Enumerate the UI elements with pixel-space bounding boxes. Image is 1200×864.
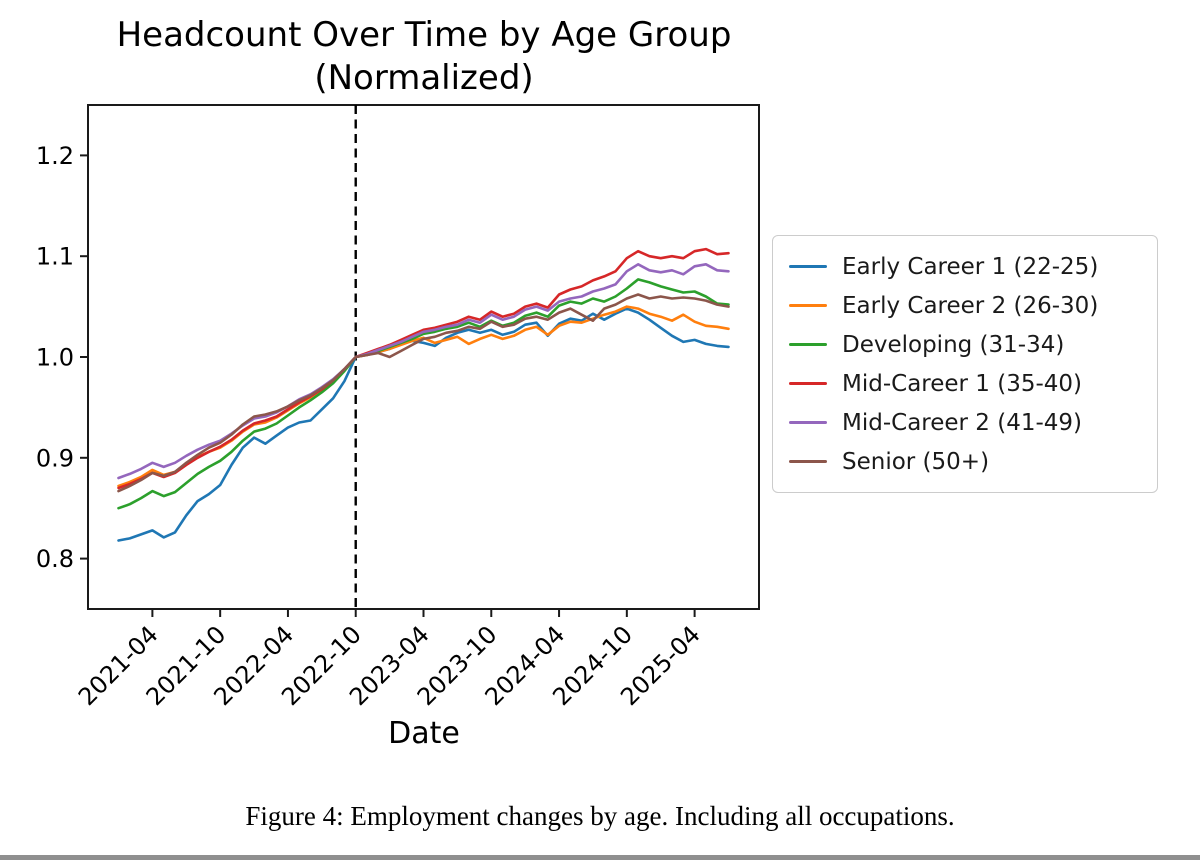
legend-label: Early Career 1 (22-25) xyxy=(842,253,1099,280)
series-line-mid-career-1-35-40 xyxy=(117,247,730,490)
legend-label: Developing (31-34) xyxy=(842,331,1065,358)
y-tick-label: 1.0 xyxy=(36,344,74,372)
legend-label: Mid-Career 1 (35-40) xyxy=(842,370,1083,397)
plot-area-border xyxy=(87,104,760,610)
chart-legend: Early Career 1 (22-25) Early Career 2 (2… xyxy=(772,235,1158,493)
series-line-mid-career-2-41-49 xyxy=(117,262,730,480)
legend-item: Senior (50+) xyxy=(789,442,1141,481)
series-line-senior-50 xyxy=(117,293,730,493)
y-tick-label: 0.9 xyxy=(36,444,74,472)
legend-line-sample-icon xyxy=(789,343,827,346)
chart-title-line-1: Headcount Over Time by Age Group xyxy=(116,15,732,55)
page-divider xyxy=(0,855,1200,860)
x-axis-tick-labels: 2021-04 2021-10 2022-04 2022-10 2023-04 … xyxy=(73,620,706,711)
legend-line-sample-icon xyxy=(789,421,827,424)
legend-item: Early Career 1 (22-25) xyxy=(789,247,1141,286)
legend-label: Mid-Career 2 (41-49) xyxy=(842,409,1083,436)
legend-label: Senior (50+) xyxy=(842,448,990,475)
legend-line-sample-icon xyxy=(789,265,827,268)
legend-line-sample-icon xyxy=(789,460,827,463)
legend-label: Early Career 2 (26-30) xyxy=(842,292,1099,319)
axis-tick-marks xyxy=(80,154,696,617)
legend-item: Early Career 2 (26-30) xyxy=(789,286,1141,325)
figure-caption: Figure 4: Employment changes by age. Inc… xyxy=(245,801,955,831)
y-axis-tick-labels: 1.2 1.1 1.0 0.9 0.8 xyxy=(36,142,74,573)
legend-line-sample-icon xyxy=(789,304,827,307)
legend-item: Mid-Career 2 (41-49) xyxy=(789,403,1141,442)
x-axis-label: Date xyxy=(388,716,460,751)
y-tick-label: 1.2 xyxy=(36,142,74,170)
series-lines-layer xyxy=(117,247,730,542)
chart-title-line-2: (Normalized) xyxy=(314,58,534,98)
series-line-developing-31-34 xyxy=(117,278,730,510)
chart-title: Headcount Over Time by Age Group (Normal… xyxy=(88,14,760,100)
legend-line-sample-icon xyxy=(789,382,827,385)
y-tick-label: 1.1 xyxy=(36,243,74,271)
legend-item: Mid-Career 1 (35-40) xyxy=(789,364,1141,403)
legend-item: Developing (31-34) xyxy=(789,325,1141,364)
series-line-early-career-1-22-25 xyxy=(117,307,730,542)
y-tick-label: 0.8 xyxy=(36,545,74,573)
